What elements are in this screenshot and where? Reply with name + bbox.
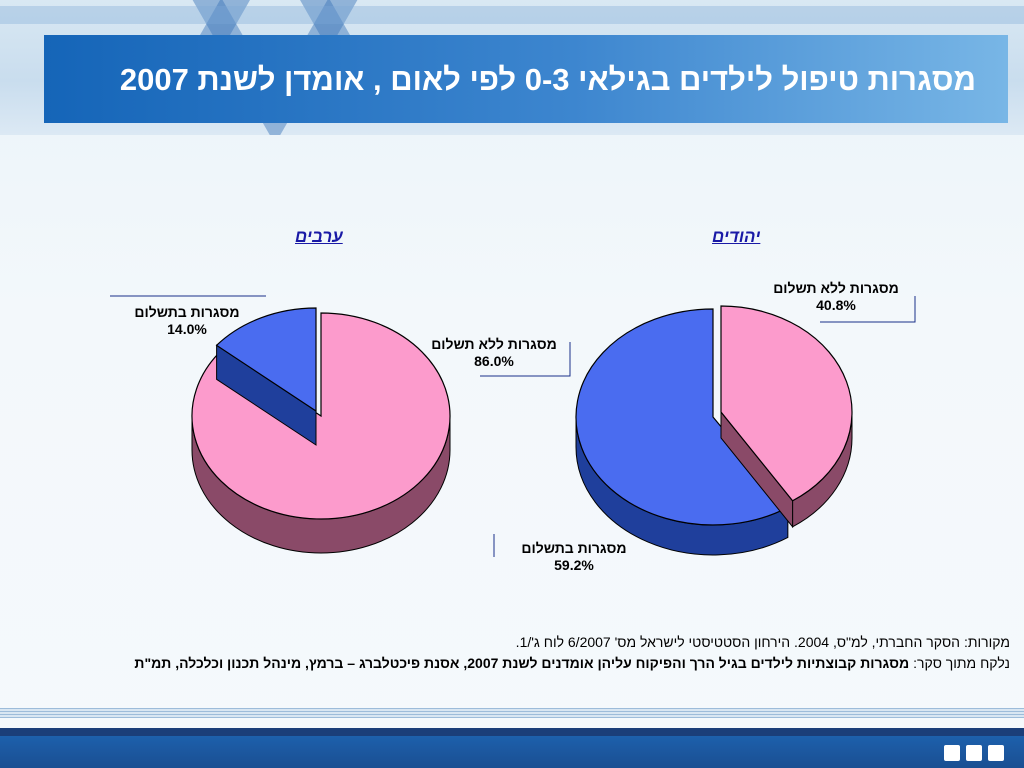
leader-arabs-unpaid (480, 342, 571, 377)
title-bar (44, 35, 1008, 123)
footer-stripe-light (0, 708, 1024, 718)
label-jews-unpaid-category: מסגרות ללא תשלום (773, 280, 899, 296)
sources-survey-title: מסגרות קבוצתיות לילדים בגיל הרך והפיקוח … (134, 655, 910, 671)
label-jews-unpaid-value: 40.8% (816, 297, 856, 313)
label-arabs-unpaid-value: 86.0% (474, 353, 514, 369)
slide-title: מסגרות טיפול לילדים בגילאי 0-3 לפי לאום … (119, 62, 976, 97)
label-jews-unpaid: מסגרות ללא תשלום 40.8% (760, 280, 912, 314)
label-jews-paid-category: מסגרות בתשלום (521, 540, 627, 556)
footer-square-icon (966, 745, 982, 761)
leader-jews-unpaid (820, 296, 916, 323)
pie-chart-arabs (191, 307, 451, 554)
label-jews-paid: מסגרות בתשלום 59.2% (500, 540, 648, 574)
sources-note: מקורות: הסקר החברתי, למ"ס, 2004. הירחון … (30, 632, 1010, 674)
label-arabs-paid-value: 14.0% (167, 321, 207, 337)
label-arabs-unpaid-category: מסגרות ללא תשלום (431, 336, 557, 352)
label-jews-paid-value: 59.2% (554, 557, 594, 573)
label-arabs-paid: מסגרות בתשלום 14.0% (118, 304, 256, 338)
pie-title-jews: יהודים (712, 227, 761, 246)
footer-square-icon (944, 745, 960, 761)
label-arabs-paid-category: מסגרות בתשלום (134, 304, 240, 320)
pie-slice-arabs-paid (215, 307, 317, 413)
footer-square-icon (988, 745, 1004, 761)
sources-prefix: נלקח מתוך סקר: (909, 655, 1010, 671)
label-arabs-unpaid: מסגרות ללא תשלום 86.0% (420, 336, 568, 370)
footer-bar (0, 736, 1024, 768)
sources-line-2: נלקח מתוך סקר: מסגרות קבוצתיות לילדים בג… (30, 653, 1010, 674)
pie-slice-jews-unpaid (720, 305, 853, 502)
sources-line-1: מקורות: הסקר החברתי, למ"ס, 2004. הירחון … (515, 634, 1010, 650)
footer-stripe-dark (0, 728, 1024, 736)
pie-title-arabs: ערבים (295, 227, 343, 246)
pie-slice-jews-paid (575, 308, 789, 526)
pie-chart-jews (575, 305, 853, 556)
label-leader-lines (110, 295, 916, 557)
pie-slice-arabs-unpaid (191, 312, 451, 520)
